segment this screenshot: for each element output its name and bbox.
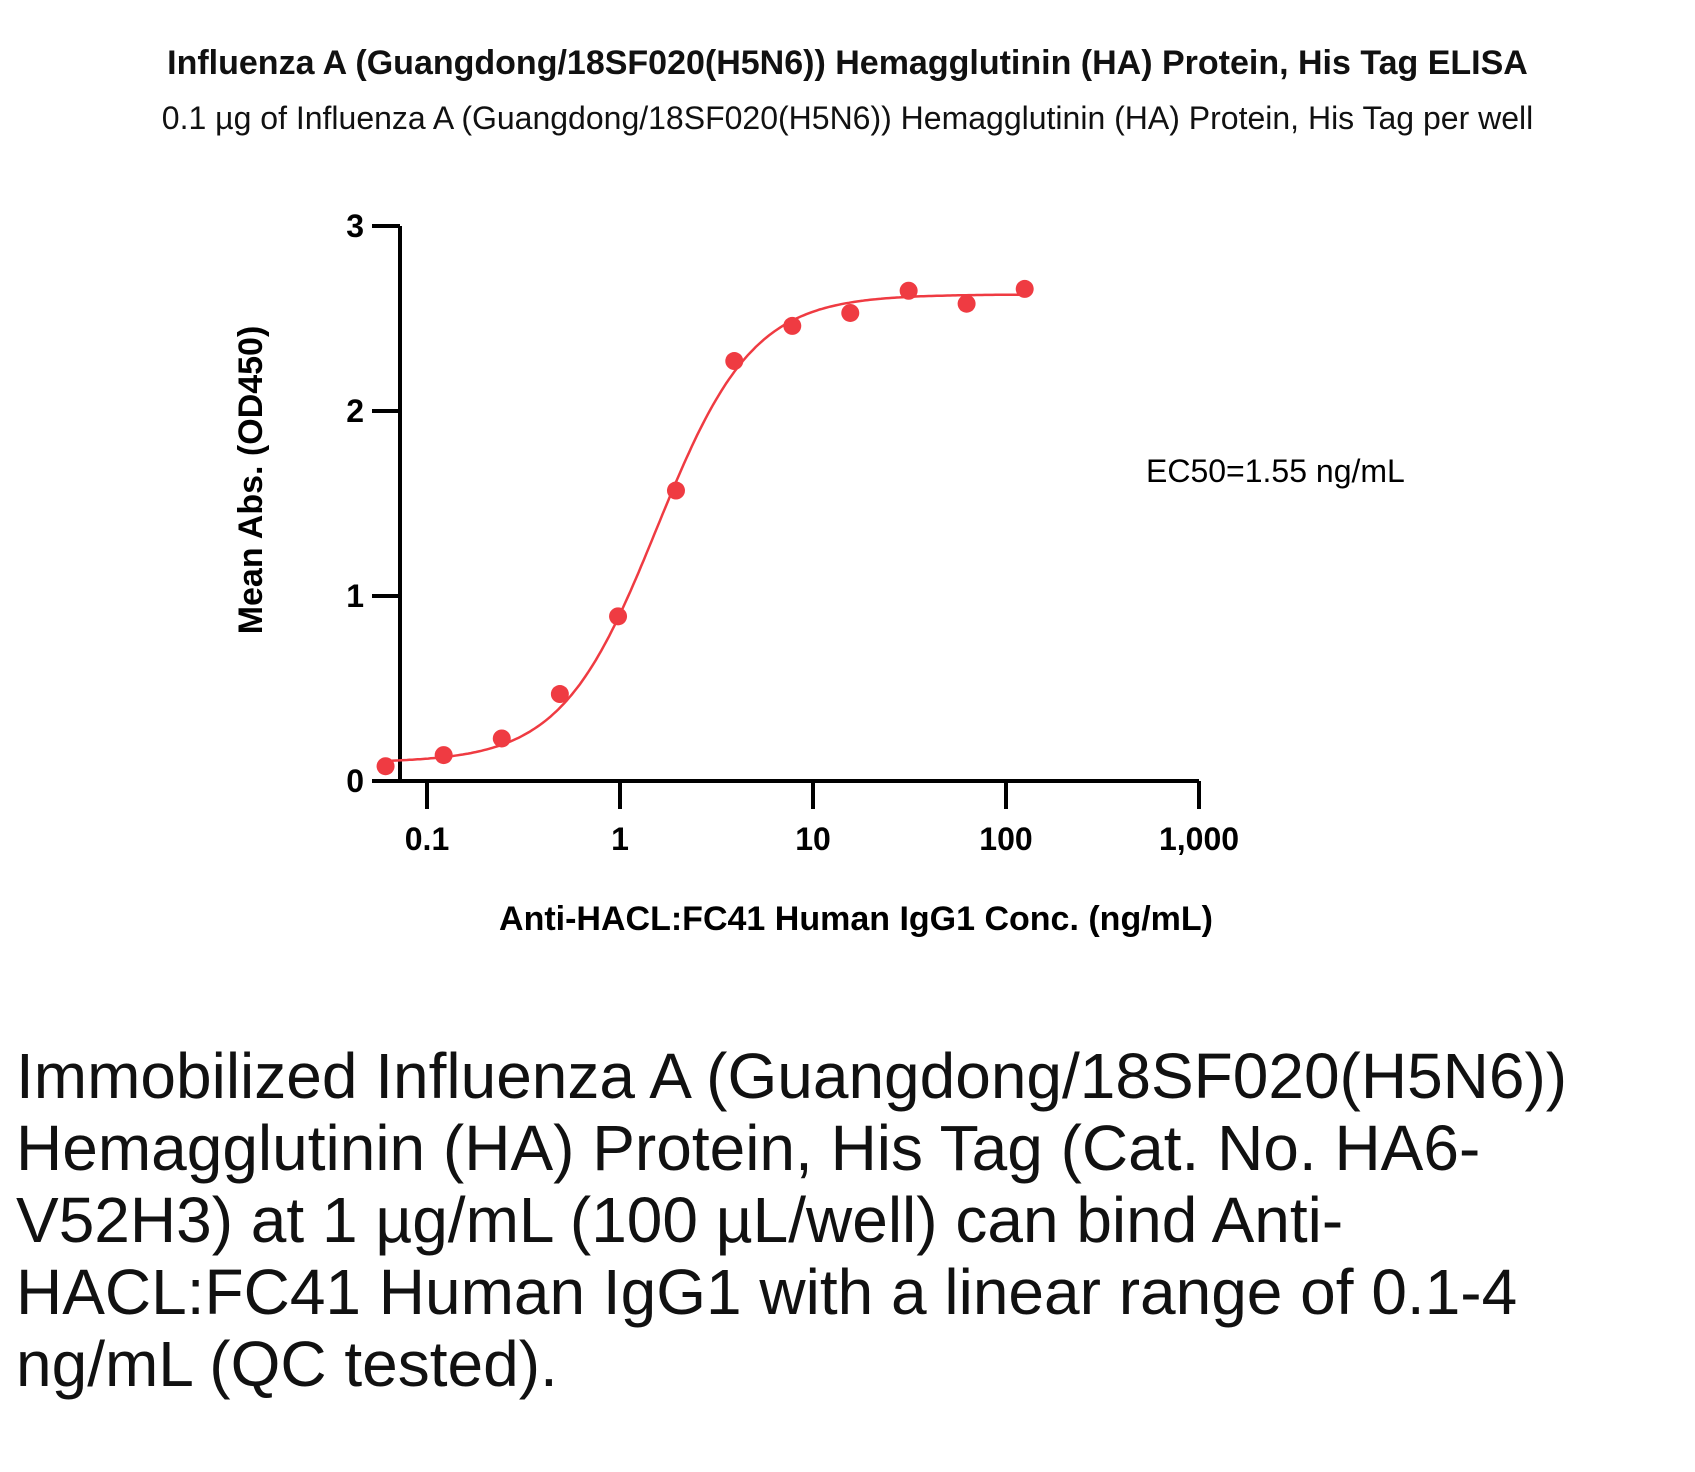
y-tick-label: 3 — [346, 208, 364, 244]
data-point — [841, 303, 860, 322]
x-tick-label: 1 — [611, 821, 629, 857]
data-point — [376, 757, 395, 776]
data-point — [666, 481, 685, 500]
chart-title: Influenza A (Guangdong/18SF020(H5N6)) He… — [167, 44, 1528, 82]
y-tick-label: 1 — [346, 578, 364, 614]
x-tick-label: 0.1 — [405, 821, 449, 857]
x-tick-label: 100 — [979, 821, 1032, 857]
fit-curve — [385, 293, 1025, 763]
y-tick-label: 2 — [346, 393, 364, 429]
data-point — [492, 729, 511, 748]
x-tick-label: 10 — [795, 821, 831, 857]
data-point — [550, 685, 569, 704]
data-point — [609, 607, 628, 626]
ec50-annotation: EC50=1.55 ng/mL — [1146, 453, 1405, 489]
data-point — [957, 294, 976, 313]
data-point — [899, 281, 918, 300]
x-axis-label: Anti-HACL:FC41 Human IgG1 Conc. (ng/mL) — [499, 900, 1213, 938]
fit-curve-layer — [385, 293, 1025, 763]
y-tick-label: 0 — [346, 763, 364, 799]
labels-layer: 0 1 2 3 0.1 1 10 100 1,000 Anti-HACL:FC41 Human I… — [232, 208, 1405, 938]
data-point — [725, 352, 744, 371]
elisa-chart: 0 1 2 3 0.1 1 10 100 1,000 Anti-HACL:FC41 Human I… — [232, 208, 1405, 938]
x-tick-label: 1,000 — [1159, 821, 1239, 857]
data-point — [1015, 279, 1034, 298]
data-point — [434, 746, 453, 765]
data-points-layer — [376, 279, 1034, 776]
y-axis-label: Mean Abs. (OD450) — [232, 326, 270, 635]
data-point — [783, 316, 802, 335]
axes — [372, 224, 1201, 809]
chart-subtitle: 0.1 µg of Influenza A (Guangdong/18SF020… — [161, 100, 1534, 136]
figure-caption: Immobilized Influenza A (Guangdong/18SF0… — [16, 1040, 1568, 1400]
